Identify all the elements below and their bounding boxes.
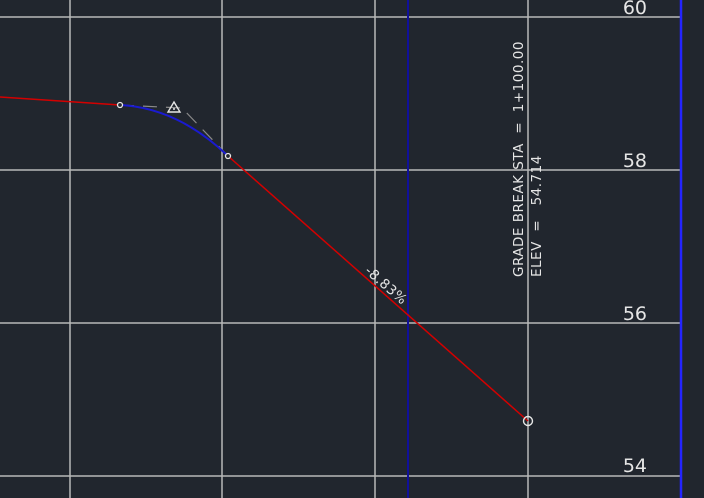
elevation-label-58: 58 — [623, 150, 647, 172]
vertical-curve[interactable] — [119, 104, 229, 157]
profile-tangent-out[interactable] — [227, 155, 529, 422]
pvt-grip-icon[interactable] — [224, 152, 232, 160]
pvc-grip-icon[interactable] — [116, 101, 124, 109]
profile-tangent-in[interactable] — [0, 96, 121, 106]
grade-label: -8.83% — [361, 263, 410, 308]
elevation-label-56: 56 — [623, 303, 647, 325]
elevation-label-54: 54 — [623, 455, 647, 477]
pvi-triangle-icon[interactable] — [166, 100, 182, 113]
elevation-label-60: 60 — [623, 0, 647, 19]
grade-break-circle-icon[interactable] — [522, 415, 534, 427]
grade-break-elev-label: ELEV = 54.714 — [529, 155, 545, 277]
grid — [0, 0, 681, 498]
grade-break-station-label: GRADE BREAK STA = 1+100.00 — [511, 41, 527, 277]
